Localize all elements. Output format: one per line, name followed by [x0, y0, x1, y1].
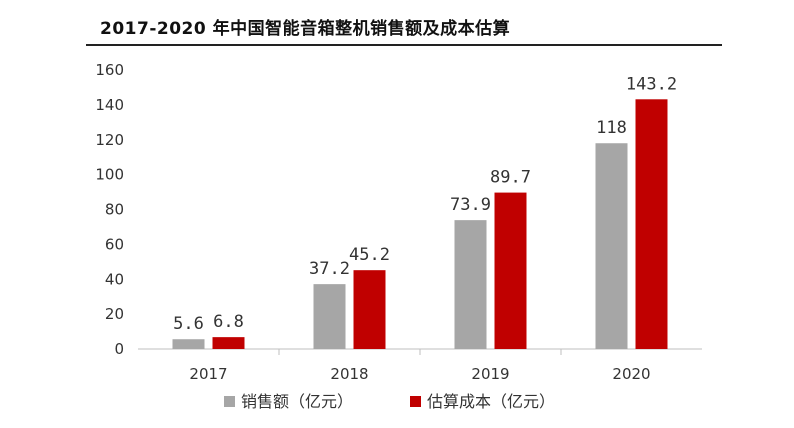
- chart-title: 2017-2020 年中国智能音箱整机销售额及成本估算: [100, 19, 511, 39]
- y-tick-label: 80: [105, 201, 124, 219]
- legend-swatch: [224, 396, 235, 407]
- y-tick-label: 60: [105, 235, 124, 253]
- x-tick-label: 2020: [612, 365, 650, 383]
- x-tick-label: 2019: [471, 365, 509, 383]
- data-label: 5.6: [173, 314, 204, 334]
- bar: [313, 284, 346, 349]
- bar: [494, 192, 527, 349]
- bar: [635, 99, 668, 349]
- data-label: 143.2: [626, 74, 677, 94]
- data-label: 89.7: [490, 168, 531, 188]
- y-tick-label: 160: [95, 61, 124, 79]
- legend-swatch: [410, 396, 421, 407]
- y-tick-label: 0: [114, 340, 124, 358]
- bar: [172, 339, 205, 349]
- y-tick-label: 20: [105, 305, 124, 323]
- data-label: 73.9: [450, 195, 491, 215]
- data-label: 118: [596, 118, 627, 138]
- data-label: 45.2: [349, 245, 390, 265]
- y-tick-label: 120: [95, 131, 124, 149]
- legend-label: 销售额（亿元）: [241, 392, 353, 411]
- bar: [353, 270, 386, 349]
- bar: [212, 337, 245, 349]
- x-tick-label: 2017: [189, 365, 227, 383]
- y-tick-label: 40: [105, 270, 124, 288]
- bar: [454, 220, 487, 349]
- data-label: 6.8: [213, 312, 244, 332]
- y-tick-label: 100: [95, 166, 124, 184]
- y-tick-label: 140: [95, 96, 124, 114]
- title-underline: [86, 44, 722, 46]
- bar: [595, 143, 628, 349]
- x-tick-label: 2018: [330, 365, 368, 383]
- legend-label: 估算成本（亿元）: [427, 392, 555, 411]
- data-label: 37.2: [309, 259, 350, 279]
